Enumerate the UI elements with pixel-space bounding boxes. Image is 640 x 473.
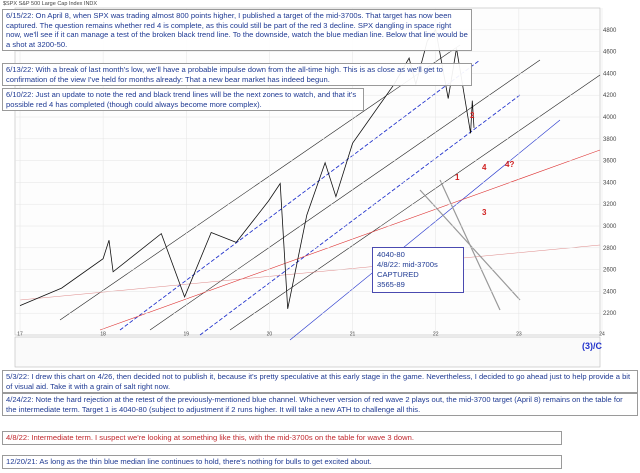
y-tick-label: 3200: [603, 202, 617, 208]
y-tick-label: 3600: [603, 159, 617, 165]
y-tick-label: 4000: [603, 115, 617, 121]
x-tick-label: 23: [516, 332, 522, 338]
target-line: 4/8/22: mid-3700s CAPTURED: [377, 260, 438, 279]
wave-label: 4: [482, 163, 487, 172]
plot-area: [14, 7, 601, 336]
y-tick-label: 4600: [603, 50, 617, 56]
x-tick-label: 21: [350, 332, 356, 338]
y-tick-label: 2400: [603, 289, 617, 295]
chart-header: $SPX S&P 500 Large Cap Index INDX: [3, 1, 97, 7]
note: 6/13/22: With a break of last month's lo…: [2, 63, 472, 87]
note: 6/10/22: Just an update to note the red …: [2, 88, 364, 112]
wave-label: 3: [482, 208, 487, 217]
y-tick-label: 4200: [603, 93, 617, 99]
y-tick-label: 4800: [603, 28, 617, 34]
x-tick-label: 18: [100, 332, 106, 338]
note: 12/20/21: As long as the thin blue media…: [2, 455, 562, 469]
y-tick-label: 2800: [603, 246, 617, 252]
wave-label: 2: [470, 111, 475, 120]
y-tick-label: 4400: [603, 71, 617, 77]
y-tick-label: 2200: [603, 311, 617, 317]
x-tick-label: 20: [267, 332, 273, 338]
x-tick-label: 24: [599, 332, 605, 338]
x-tick-label: 19: [184, 332, 190, 338]
note: 5/3/22: I drew this chart on 4/26, then …: [2, 370, 638, 394]
y-tick-label: 2600: [603, 268, 617, 274]
x-tick-label: 17: [17, 332, 23, 338]
y-tick-label: 3000: [603, 224, 617, 230]
degree-label: (3)/C: [582, 341, 603, 351]
note: 6/15/22: On April 8, when SPX was tradin…: [2, 9, 472, 52]
y-tick-label: 3800: [603, 137, 617, 143]
target-box: 4040-80 4/8/22: mid-3700s CAPTURED 3565-…: [372, 247, 464, 293]
note: 4/24/22: Note the hard rejection at the …: [2, 393, 638, 417]
note: 4/8/22: Intermediate term. I suspect we'…: [2, 431, 562, 445]
target-line: 3565-89: [377, 280, 405, 289]
target-line: 4040-80: [377, 250, 405, 259]
price-line: [19, 28, 475, 309]
wave-label: 1: [455, 173, 460, 182]
wave-label: 4?: [505, 160, 514, 169]
x-tick-label: 22: [433, 332, 439, 338]
indicator-panel: [14, 336, 601, 368]
y-tick-label: 3400: [603, 180, 617, 186]
